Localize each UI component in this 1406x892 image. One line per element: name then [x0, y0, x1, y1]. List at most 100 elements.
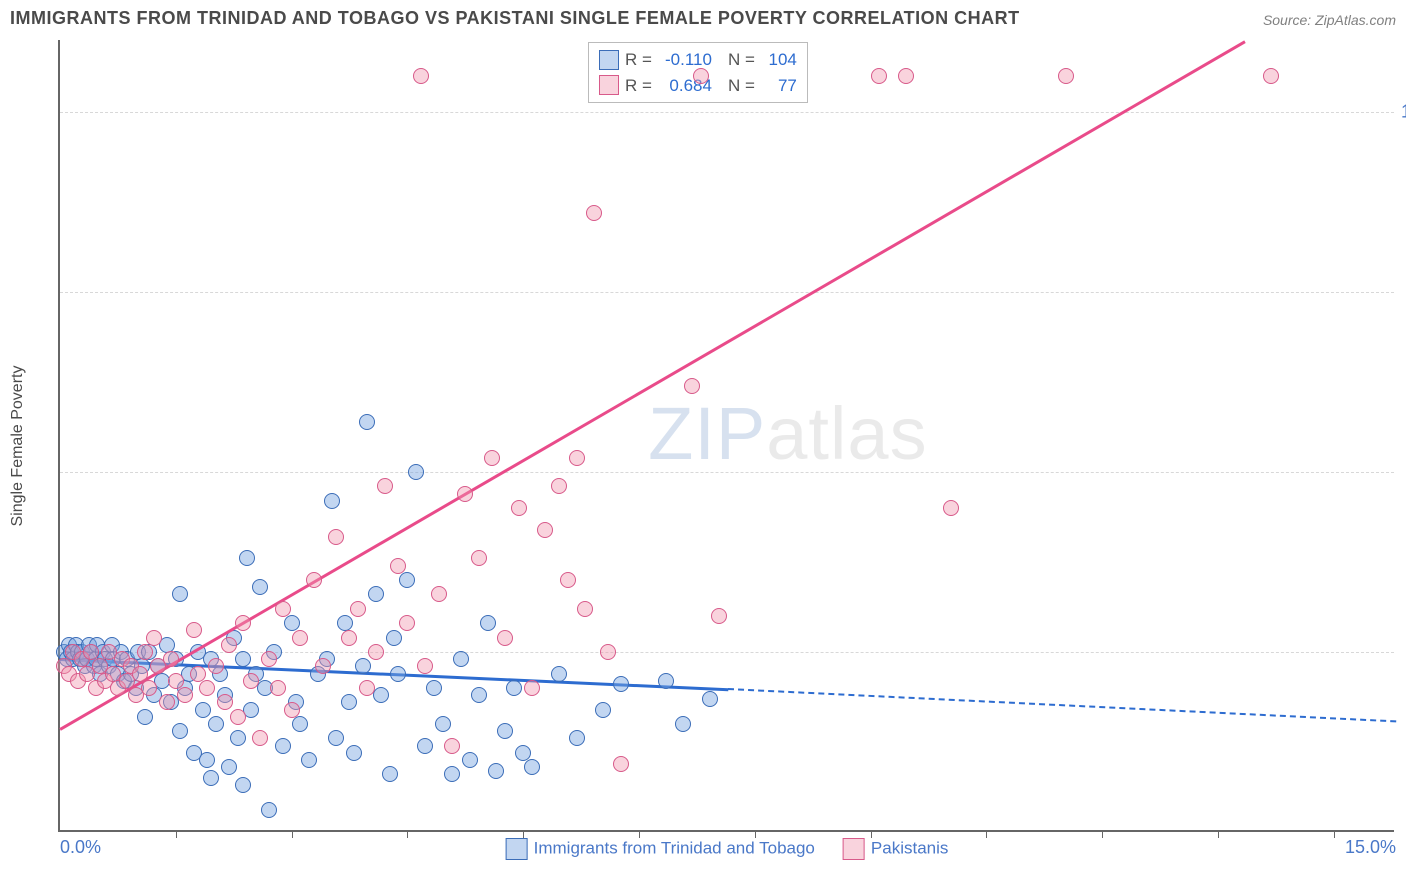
data-point [270, 680, 286, 696]
source-attribution: Source: ZipAtlas.com [1263, 12, 1396, 28]
data-point [284, 615, 300, 631]
data-point [328, 730, 344, 746]
data-point [230, 730, 246, 746]
legend-swatch [599, 50, 619, 70]
data-point [497, 723, 513, 739]
data-point [221, 759, 237, 775]
data-point [368, 586, 384, 602]
data-point [560, 572, 576, 588]
data-point [537, 522, 553, 538]
data-point [515, 745, 531, 761]
data-point [684, 378, 700, 394]
data-point [871, 68, 887, 84]
data-point [457, 486, 473, 502]
data-point [235, 615, 251, 631]
data-point [172, 586, 188, 602]
legend-r-label: R = [625, 73, 652, 99]
data-point [252, 579, 268, 595]
legend-r-label: R = [625, 47, 652, 73]
watermark-suffix: atlas [766, 392, 927, 475]
data-point [252, 730, 268, 746]
x-minor-tick [755, 830, 756, 838]
data-point [341, 694, 357, 710]
data-point [484, 450, 500, 466]
legend-n-value: 77 [761, 73, 797, 99]
data-point [399, 615, 415, 631]
data-point [377, 478, 393, 494]
data-point [462, 752, 478, 768]
data-point [359, 414, 375, 430]
x-minor-tick [176, 830, 177, 838]
data-point [569, 450, 585, 466]
data-point [1058, 68, 1074, 84]
data-point [168, 673, 184, 689]
x-minor-tick [1102, 830, 1103, 838]
chart-title: IMMIGRANTS FROM TRINIDAD AND TOBAGO VS P… [10, 8, 1020, 29]
data-point [675, 716, 691, 732]
data-point [199, 680, 215, 696]
data-point [417, 738, 433, 754]
data-point [163, 651, 179, 667]
data-point [275, 601, 291, 617]
gridline [60, 652, 1394, 653]
data-point [132, 666, 148, 682]
legend-swatch [843, 838, 865, 860]
data-point [613, 756, 629, 772]
legend-series-item: Immigrants from Trinidad and Tobago [506, 838, 815, 860]
data-point [702, 691, 718, 707]
legend-series-item: Pakistanis [843, 838, 948, 860]
watermark-prefix: ZIP [648, 392, 766, 475]
data-point [306, 572, 322, 588]
data-point [355, 658, 371, 674]
data-point [199, 752, 215, 768]
data-point [693, 68, 709, 84]
data-point [239, 550, 255, 566]
legend-n-label: N = [728, 73, 755, 99]
data-point [230, 709, 246, 725]
data-point [711, 608, 727, 624]
data-point [506, 680, 522, 696]
series-legend: Immigrants from Trinidad and Tobago Pakis… [506, 838, 949, 860]
data-point [390, 558, 406, 574]
data-point [658, 673, 674, 689]
data-point [195, 702, 211, 718]
y-tick-label: 100.0% [1401, 102, 1406, 123]
data-point [341, 630, 357, 646]
data-point [328, 529, 344, 545]
data-point [471, 550, 487, 566]
data-point [524, 759, 540, 775]
data-point [426, 680, 442, 696]
gridline [60, 292, 1394, 293]
watermark-text: ZIPatlas [648, 391, 927, 476]
data-point [137, 709, 153, 725]
data-point [146, 630, 162, 646]
data-point [235, 651, 251, 667]
data-point [137, 644, 153, 660]
legend-swatch [506, 838, 528, 860]
x-minor-tick [292, 830, 293, 838]
data-point [613, 676, 629, 692]
data-point [368, 644, 384, 660]
data-point [524, 680, 540, 696]
data-point [83, 644, 99, 660]
data-point [488, 763, 504, 779]
legend-swatch [599, 75, 619, 95]
x-tick-label: 0.0% [60, 837, 101, 858]
data-point [221, 637, 237, 653]
data-point [408, 464, 424, 480]
data-point [208, 658, 224, 674]
data-point [315, 658, 331, 674]
data-point [399, 572, 415, 588]
legend-series-name: Immigrants from Trinidad and Tobago [534, 838, 815, 857]
trendline-extrapolated [728, 688, 1396, 722]
data-point [600, 644, 616, 660]
x-minor-tick [523, 830, 524, 838]
data-point [359, 680, 375, 696]
data-point [292, 716, 308, 732]
x-minor-tick [1334, 830, 1335, 838]
x-minor-tick [986, 830, 987, 838]
data-point [444, 766, 460, 782]
data-point [172, 723, 188, 739]
data-point [471, 687, 487, 703]
legend-series-name: Pakistanis [871, 838, 948, 857]
